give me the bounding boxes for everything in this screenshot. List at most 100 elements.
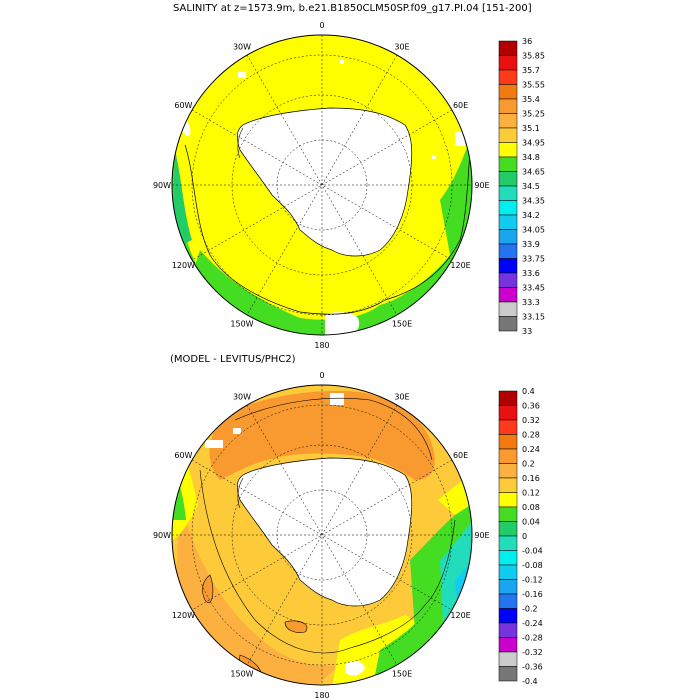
colorbar-swatch	[498, 405, 518, 421]
antarctic-peninsula-coast	[237, 477, 244, 509]
land-mask-patch	[330, 393, 344, 405]
colorbar-swatch	[498, 579, 518, 595]
colorbar-tick-label: 34.65	[522, 168, 545, 177]
bottom-difference-map: 0 30E 60E 90E 120E 150E 180 150W 120W 90W 60W 30W 0…	[153, 371, 543, 700]
colorbar-tick-label: 0.04	[522, 518, 540, 527]
colorbar-tick-label: 0	[522, 532, 527, 541]
colorbar-swatch	[498, 434, 518, 450]
bottom-map-title: (MODEL - LEVITUS/PHC2)	[170, 354, 296, 365]
colorbar-swatch	[498, 651, 518, 667]
difference-contour-closed	[202, 574, 214, 603]
colorbar-swatch	[498, 272, 518, 288]
colorbar-swatch	[498, 637, 518, 653]
colorbar-swatch	[498, 69, 518, 85]
longitude-label: 0	[319, 371, 324, 380]
bottom-map-border	[171, 384, 473, 686]
antarctica-landmass	[236, 457, 413, 607]
longitude-label: 60W	[174, 101, 192, 110]
longitude-label: 60E	[453, 451, 468, 460]
top-colorbar: 36 35.85 35.7 35.55 35.4 35.25 35.1 34.95 34.8 34…	[498, 37, 545, 336]
colorbar-tick-label: -0.36	[522, 663, 543, 672]
colorbar-tick-label: 0.08	[522, 503, 540, 512]
colorbar-tick-label: 0.4	[522, 387, 535, 396]
top-map-border	[171, 34, 473, 336]
colorbar-tick-label: 35.1	[522, 124, 540, 133]
colorbar-swatch	[498, 229, 518, 245]
colorbar-tick-label: -0.12	[522, 576, 543, 585]
colorbar-tick-label: -0.16	[522, 590, 543, 599]
bottom-graticule	[172, 385, 472, 685]
colorbar-swatch	[498, 521, 518, 537]
colorbar-swatch	[498, 287, 518, 303]
land-mask-patch	[205, 440, 223, 448]
colorbar-tick-label: -0.04	[522, 547, 543, 556]
longitude-label: 150W	[230, 670, 253, 679]
colorbar-tick-label: 34.8	[522, 153, 540, 162]
colorbar-tick-label: 35.4	[522, 95, 540, 104]
colorbar-swatch	[498, 564, 518, 580]
colorbar-tick-label: 35.7	[522, 66, 540, 75]
colorbar-tick-label: 34.05	[522, 226, 545, 235]
colorbar-swatch	[498, 214, 518, 230]
longitude-label: 60E	[453, 101, 468, 110]
colorbar-tick-label: 35.85	[522, 52, 545, 61]
colorbar-tick-label: 34.35	[522, 197, 545, 206]
colorbar-swatch	[498, 185, 518, 201]
land-mask-patch	[238, 72, 246, 78]
longitude-label: 180	[314, 691, 329, 700]
colorbar-swatch	[498, 258, 518, 274]
colorbar-swatch	[498, 301, 518, 317]
colorbar-swatch	[498, 477, 518, 493]
antarctic-peninsula-coast	[237, 127, 244, 159]
bottom-longitude-labels: 0 30E 60E 90E 120E 150E 180 150W 120W 90W 60W 30W	[153, 371, 490, 700]
colorbar-tick-label: 33.9	[522, 240, 540, 249]
colorbar-tick-label: 0.2	[522, 460, 535, 469]
longitude-label: 150W	[230, 320, 253, 329]
colorbar-tick-label: 33.15	[522, 313, 545, 322]
longitude-label: 150E	[392, 320, 412, 329]
colorbar-tick-label: -0.08	[522, 561, 543, 570]
colorbar-tick-label: 0.32	[522, 416, 540, 425]
colorbar-tick-label: 34.5	[522, 182, 540, 191]
top-graticule	[172, 35, 472, 335]
longitude-label: 60W	[174, 451, 192, 460]
colorbar-swatch	[498, 506, 518, 522]
longitude-label: 120W	[172, 611, 195, 620]
colorbar-swatch	[498, 113, 518, 129]
longitude-label: 90E	[474, 181, 489, 190]
colorbar-swatch	[498, 448, 518, 464]
longitude-label: 180	[314, 341, 329, 350]
colorbar-swatch	[498, 156, 518, 172]
colorbar-tick-label: -0.28	[522, 634, 543, 643]
colorbar-swatch	[498, 535, 518, 551]
colorbar-tick-label: 34.2	[522, 211, 540, 220]
longitude-label: 150E	[392, 670, 412, 679]
colorbar-swatch	[498, 142, 518, 158]
colorbar-tick-label: -0.4	[522, 677, 538, 686]
longitude-label: 30W	[233, 42, 251, 51]
land-mask-patch	[233, 428, 241, 434]
colorbar-tick-label: 33.75	[522, 255, 545, 264]
colorbar-tick-label: 0.12	[522, 489, 540, 498]
colorbar-swatch	[498, 608, 518, 624]
colorbar-swatch	[498, 200, 518, 216]
land-mask-patch	[455, 132, 465, 146]
difference-contour	[199, 469, 456, 654]
colorbar-tick-label: 0.24	[522, 445, 540, 454]
antarctica-landmass	[236, 107, 413, 257]
colorbar-tick-label: 36	[522, 37, 532, 46]
difference-contour-closed	[284, 620, 308, 633]
colorbar-tick-label: 35.55	[522, 81, 545, 90]
land-mask-patch	[345, 660, 365, 676]
colorbar-tick-label: 35.25	[522, 110, 545, 119]
longitude-label: 30W	[233, 392, 251, 401]
colorbar-swatch	[498, 390, 518, 406]
colorbar-swatch	[498, 622, 518, 638]
colorbar-swatch	[498, 463, 518, 479]
bottom-colorbar: 0.4 0.36 0.32 0.28 0.24 0.2 0.16 0.12 0.08 0.04 0 -…	[498, 387, 543, 686]
longitude-label: 120W	[172, 261, 195, 270]
difference-region-orange	[209, 390, 435, 480]
longitude-label: 90W	[153, 181, 171, 190]
colorbar-tick-label: 0.36	[522, 402, 540, 411]
land-mask-patch	[325, 312, 360, 335]
